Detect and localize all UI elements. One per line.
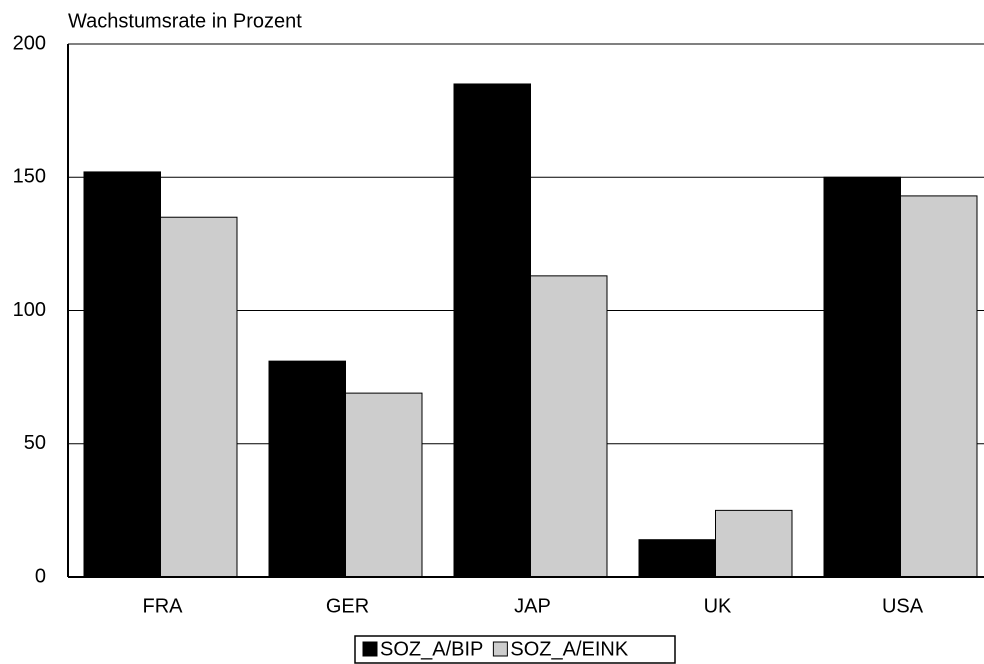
x-tick-label: UK xyxy=(704,595,732,617)
y-tick-label: 50 xyxy=(24,432,46,454)
legend-swatch xyxy=(362,641,378,657)
x-tick-label: USA xyxy=(882,595,924,617)
y-tick-label: 150 xyxy=(13,166,46,188)
legend-label: SOZ_A/EINK xyxy=(510,638,628,660)
y-tick-label: 0 xyxy=(35,565,46,587)
legend-box xyxy=(354,635,676,664)
bar xyxy=(83,171,161,578)
bar xyxy=(823,176,901,578)
x-tick-label: GER xyxy=(326,595,369,617)
bar xyxy=(715,509,793,578)
bar xyxy=(160,216,238,578)
x-tick-label: JAP xyxy=(514,595,551,617)
legend-swatch xyxy=(492,641,508,657)
bar xyxy=(900,195,978,578)
y-tick-label: 100 xyxy=(13,299,46,321)
bar xyxy=(530,275,608,578)
legend-label: SOZ_A/BIP xyxy=(380,638,483,660)
x-tick-label: FRA xyxy=(143,595,184,617)
bar xyxy=(268,360,346,578)
bar xyxy=(638,539,716,578)
bar xyxy=(345,392,423,578)
chart-title: Wachstumsrate in Prozent xyxy=(68,10,302,32)
y-tick-label: 200 xyxy=(13,32,46,54)
bar xyxy=(453,83,531,578)
